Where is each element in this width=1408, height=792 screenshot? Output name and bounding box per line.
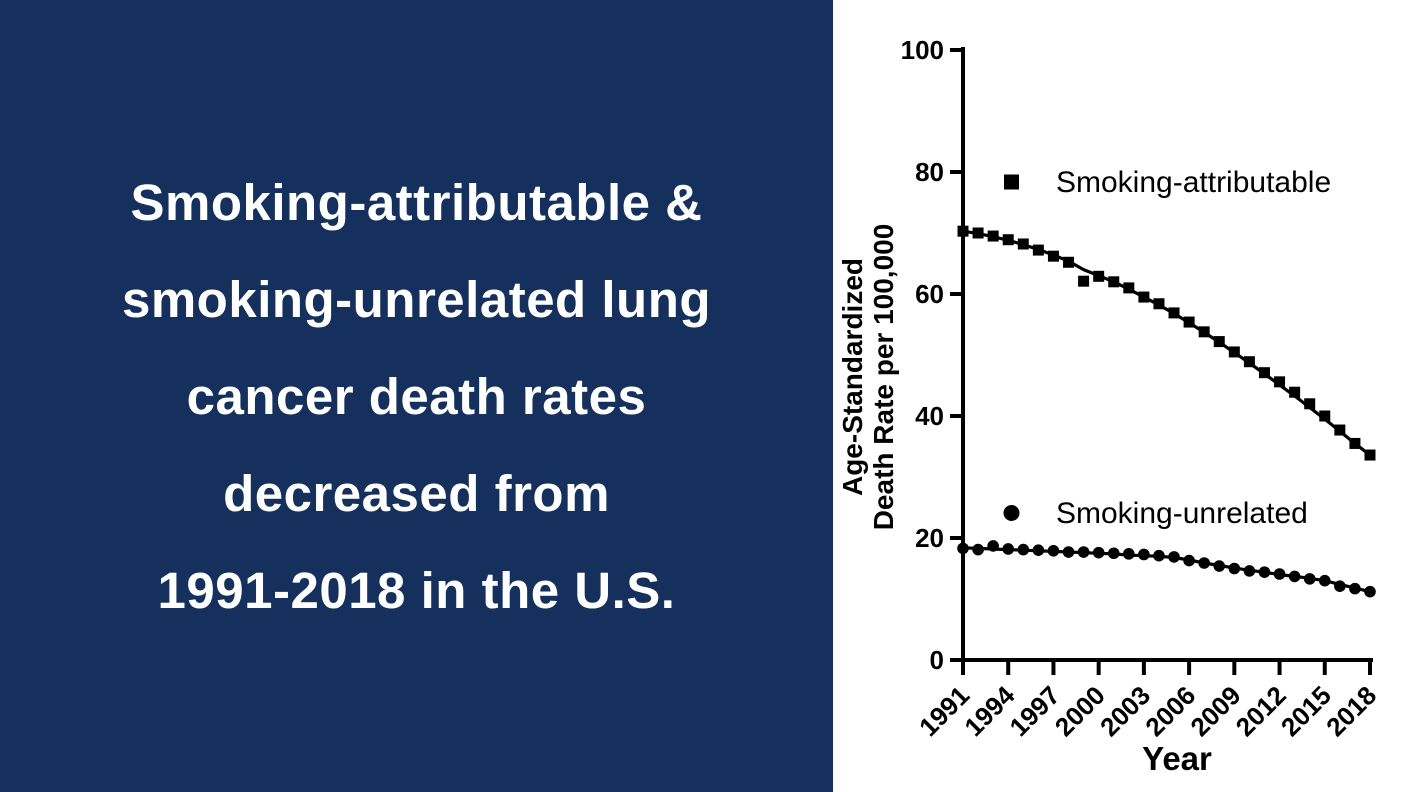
data-point-square [1123,282,1135,294]
data-point-square [1183,316,1195,328]
data-point-square [1063,256,1075,268]
axes [961,47,1373,662]
data-point-circle [1153,549,1165,562]
headline-line-5: 1991-2018 in the U.S. [157,561,676,619]
data-point-circle [1138,548,1150,561]
data-point-circle [1123,548,1135,560]
data-point-circle [1107,547,1120,560]
data-point-circle [1349,582,1361,595]
data-point-circle [1258,566,1271,578]
data-point-square [1032,244,1044,256]
data-point-circle [1213,560,1226,572]
legend-label: Smoking-unrelated [1056,497,1308,530]
data-point-square [1319,410,1331,422]
series-circle [957,540,1376,598]
y-tick-label: 20 [915,523,944,553]
x-tick-label: 1997 [1004,680,1066,742]
data-point-square [1228,346,1240,358]
y-tick-label: 40 [915,401,944,431]
data-point-circle [1273,568,1286,580]
data-point-circle [1318,574,1331,587]
x-tick-label: 1994 [958,680,1020,742]
data-point-circle [1334,580,1346,592]
headline-line-4: decreased from [223,464,610,522]
data-point-square [1138,291,1150,303]
x-tick-label: 2015 [1275,680,1337,742]
legend-item-square: Smoking-attributable [1004,166,1331,199]
headline-line-1: Smoking-attributable & [130,173,703,231]
data-point-square [1108,276,1120,288]
data-point-square [1078,275,1090,287]
data-point-square [987,230,999,242]
data-point-circle [957,542,969,555]
data-point-circle [1032,544,1045,556]
data-point-square [1304,398,1316,410]
data-point-square [1243,356,1255,368]
series-line [962,229,1371,457]
x-tick-label: 2003 [1094,680,1156,742]
data-point-square [1213,336,1225,348]
data-point-square [957,225,969,237]
x-tick-label: 2000 [1049,680,1111,742]
data-point-circle [1077,546,1090,558]
data-point-circle [972,543,984,556]
left-panel: Smoking-attributable & smoking-unrelated… [0,0,833,792]
data-point-square [1258,367,1270,379]
data-point-square [1198,326,1210,338]
x-tick-label: 2009 [1184,680,1246,742]
data-point-square [1153,298,1165,310]
data-point-square [1334,424,1346,436]
data-point-square [1017,238,1029,250]
data-point-circle [1198,557,1210,569]
data-point-circle [1047,545,1060,557]
legend-square-marker [1004,174,1019,190]
data-point-circle [1168,551,1180,563]
data-point-square [1349,437,1361,449]
chart-svg: 0 20 40 60 80 100 1991199419972000200320062009… [837,35,1382,777]
data-point-square [1093,270,1105,282]
headline: Smoking-attributable & smoking-unrelated… [0,154,833,639]
data-point-circle [987,540,999,552]
headline-line-3: cancer death rates [186,367,647,425]
y-tick-label: 0 [930,645,944,675]
y-tick-label: 80 [915,157,944,187]
legend-item-circle: Smoking-unrelated [1003,497,1308,530]
data-point-circle [1243,565,1256,577]
data-point-circle [1364,585,1376,598]
data-point-square [1002,234,1014,246]
series-square [957,225,1376,461]
data-point-square [1289,386,1301,398]
legend-label: Smoking-attributable [1056,166,1331,199]
y-axis-title-line: Death Rate per 100,000 [868,224,899,531]
x-tick-label: 2006 [1139,680,1201,742]
data-point-square [1168,307,1180,319]
y-tick-label: 100 [901,35,944,65]
data-point-square [1047,250,1059,262]
x-axis-title: Year [1142,740,1212,777]
headline-line-2: smoking-unrelated lung [121,270,712,328]
data-point-circle [1017,543,1030,556]
x-tick-label: 2012 [1230,680,1292,742]
x-tick-label: 1991 [913,680,975,742]
series-line [962,546,1371,594]
legend-circle-marker [1003,505,1020,521]
data-point-square [1364,449,1376,461]
data-point-circle [1183,554,1195,567]
data-point-circle [1092,546,1105,559]
data-point-circle [1002,543,1015,555]
data-point-square [1274,376,1286,388]
y-tick-label: 60 [915,279,944,309]
data-point-circle [1303,573,1316,585]
data-point-square [972,227,984,239]
data-point-circle [1228,562,1241,575]
x-tick-label: 2018 [1320,680,1382,742]
data-point-circle [1062,546,1075,558]
y-axis-title-line: Age-Standardized [837,258,868,496]
data-point-circle [1288,570,1301,583]
